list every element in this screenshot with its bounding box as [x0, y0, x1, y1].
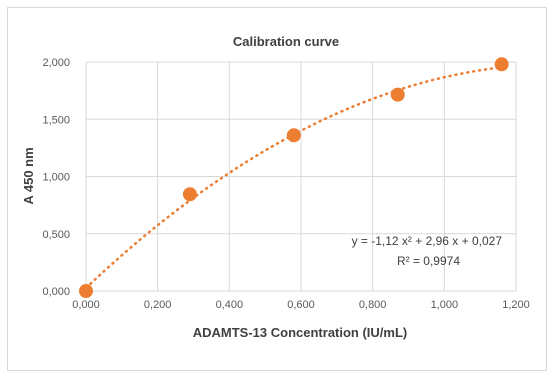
trendline-equation: y = -1,12 x² + 2,96 x + 0,027 — [352, 234, 503, 248]
y-tick-label: 0,000 — [42, 286, 70, 298]
chart-title: Calibration curve — [233, 34, 339, 49]
r-squared-label: R² = 0,9974 — [397, 254, 460, 268]
grid — [85, 61, 517, 292]
data-point — [390, 87, 405, 102]
x-tick-label: 0,000 — [72, 299, 100, 311]
data-point — [494, 57, 509, 72]
x-tick-label: 0,200 — [144, 299, 172, 311]
data-point — [286, 128, 301, 143]
y-tick-label: 1,500 — [42, 114, 70, 126]
chart-frame — [7, 7, 547, 371]
x-axis-title: ADAMTS-13 Concentration (IU/mL) — [193, 325, 408, 340]
y-tick-label: 1,000 — [42, 172, 70, 184]
x-tick-label: 0,800 — [359, 299, 387, 311]
data-points — [79, 57, 509, 298]
y-tick-label: 2,000 — [42, 57, 70, 69]
x-tick-label: 0,400 — [216, 299, 244, 311]
y-axis-title: A 450 nm — [21, 147, 36, 204]
y-tick-label: 0,500 — [42, 229, 70, 241]
x-tick-label: 1,200 — [502, 299, 530, 311]
data-point — [182, 187, 197, 202]
x-tick-labels: 0,000 0,200 0,400 0,600 0,800 1,000 1,200 — [72, 299, 530, 311]
x-tick-label: 1,000 — [431, 299, 459, 311]
x-tick-label: 0,600 — [287, 299, 315, 311]
y-tick-labels: 0,000 0,500 1,000 1,500 2,000 — [42, 57, 70, 298]
data-point — [79, 284, 93, 298]
